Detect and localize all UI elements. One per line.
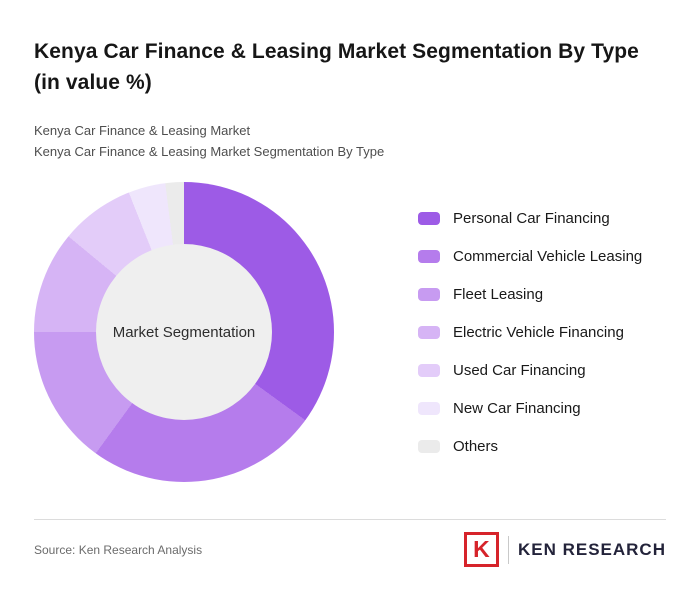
legend-item: Commercial Vehicle Leasing bbox=[418, 237, 642, 275]
chart-area: Market Segmentation Personal Car Financi… bbox=[34, 182, 666, 482]
legend-item: Used Car Financing bbox=[418, 351, 642, 389]
content-area: Kenya Car Finance & Leasing Market Segme… bbox=[34, 40, 666, 482]
chart-legend: Personal Car Financing Commercial Vehicl… bbox=[418, 199, 642, 465]
subtitle-block: Kenya Car Finance & Leasing Market Kenya… bbox=[34, 120, 666, 162]
legend-item: Personal Car Financing bbox=[418, 199, 642, 237]
legend-item: Electric Vehicle Financing bbox=[418, 313, 642, 351]
legend-item: Others bbox=[418, 427, 642, 465]
legend-swatch bbox=[418, 249, 440, 263]
legend-label: Fleet Leasing bbox=[453, 285, 544, 303]
legend-swatch bbox=[418, 401, 440, 415]
legend-item: New Car Financing bbox=[418, 389, 642, 427]
legend-label: Commercial Vehicle Leasing bbox=[453, 247, 643, 265]
legend-swatch bbox=[418, 211, 440, 225]
logo-k-box-icon: K bbox=[463, 532, 499, 567]
legend-label: New Car Financing bbox=[453, 399, 581, 417]
legend-label: Electric Vehicle Financing bbox=[453, 323, 624, 341]
footer: Source: Ken Research Analysis K KEN RESE… bbox=[34, 519, 666, 567]
logo-k-letter: K bbox=[473, 536, 490, 562]
logo-wordmark: KEN RESEARCH bbox=[517, 539, 666, 559]
legend-swatch bbox=[418, 325, 440, 339]
legend-label: Used Car Financing bbox=[453, 361, 586, 379]
legend-label: Others bbox=[453, 437, 499, 455]
donut-center-label: Market Segmentation bbox=[112, 323, 256, 341]
source-note: Source: Ken Research Analysis bbox=[34, 542, 203, 557]
logo-divider bbox=[507, 535, 509, 564]
page-title: Kenya Car Finance & Leasing Market Segme… bbox=[34, 40, 639, 94]
subtitle-line-2: Kenya Car Finance & Leasing Market Segme… bbox=[34, 144, 385, 159]
legend-swatch bbox=[418, 287, 440, 301]
ken-research-logo: K KEN RESEARCH bbox=[463, 532, 666, 567]
donut-center: Market Segmentation bbox=[96, 244, 272, 420]
subtitle-line-1: Kenya Car Finance & Leasing Market bbox=[34, 123, 251, 138]
legend-swatch bbox=[418, 439, 440, 453]
donut-chart-wrapper: Market Segmentation bbox=[34, 182, 334, 482]
legend-swatch bbox=[418, 363, 440, 377]
legend-item: Fleet Leasing bbox=[418, 275, 642, 313]
legend-label: Personal Car Financing bbox=[453, 209, 610, 227]
